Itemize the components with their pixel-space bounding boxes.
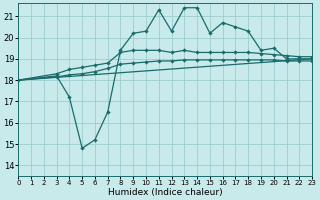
X-axis label: Humidex (Indice chaleur): Humidex (Indice chaleur) [108, 188, 222, 197]
